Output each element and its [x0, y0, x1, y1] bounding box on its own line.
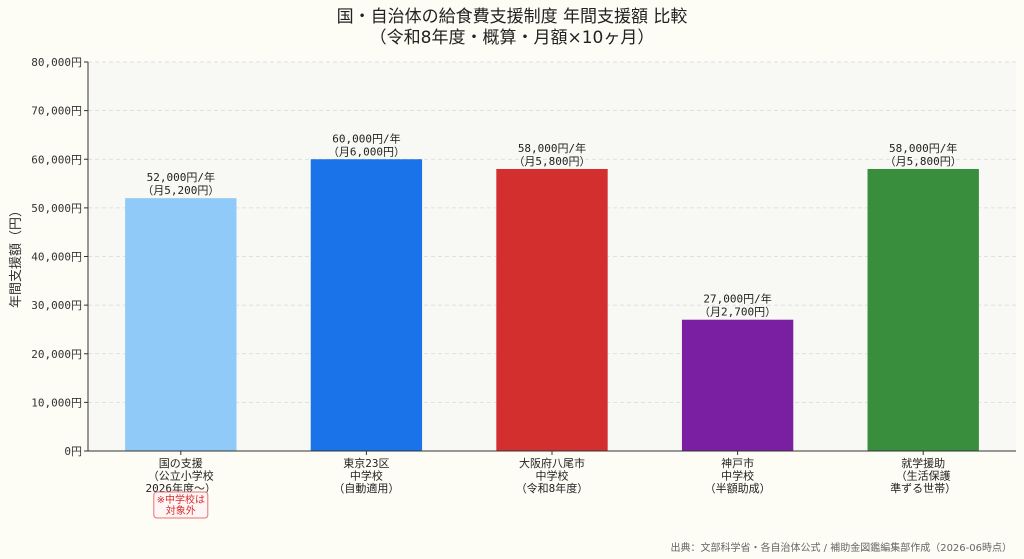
source-note: 出典：文部科学省・各自治体公式 / 補助金図鑑編集部作成（2026-06時点） — [670, 541, 1012, 554]
annotation-text: ※中学校は — [157, 493, 205, 506]
chart-title: 国・自治体の給食費支援制度 年間支援額 比較 — [337, 7, 688, 27]
y-axis-label: 年間支援額（円） — [9, 204, 24, 308]
data-label: 58,000円/年 — [518, 141, 586, 155]
bar — [310, 159, 423, 451]
y-tick-label: 70,000円 — [31, 105, 82, 118]
x-tick-label: 就学援助 — [901, 456, 945, 470]
x-tick-label: 中学校 — [350, 469, 383, 483]
x-tick-label: （公立小学校 — [148, 469, 214, 483]
y-tick-label: 30,000円 — [31, 299, 82, 312]
annotation-box — [153, 491, 209, 519]
bar — [681, 319, 794, 451]
y-tick-label: 20,000円 — [31, 348, 82, 361]
bar — [867, 168, 979, 451]
bar — [125, 198, 237, 451]
y-tick-label: 50,000円 — [31, 202, 82, 215]
x-tick-label: 神戸市 — [721, 456, 754, 470]
y-tick-label: 60,000円 — [31, 153, 82, 166]
data-label: （月6,000円） — [328, 145, 405, 158]
x-tick-label: 中学校 — [536, 469, 569, 483]
data-label: （月5,800円） — [513, 155, 590, 168]
bar — [496, 168, 608, 451]
y-tick-label: 10,000円 — [31, 396, 82, 409]
x-tick-label: （半額助成） — [705, 481, 771, 495]
data-label: 58,000円/年 — [889, 141, 957, 155]
x-tick-label: 中学校 — [721, 469, 754, 483]
x-tick-label: （生活保護 — [896, 469, 951, 483]
y-tick-label: 40,000円 — [31, 251, 82, 264]
data-label: （月5,800円） — [885, 155, 962, 168]
annotation-text: 対象外 — [166, 504, 196, 517]
y-tick-label: 0円 — [64, 445, 82, 458]
x-tick-label: （自動適用） — [333, 481, 399, 495]
data-label: （月5,200円） — [142, 184, 219, 197]
data-label: 60,000円/年 — [332, 131, 400, 145]
data-label: 52,000円/年 — [147, 170, 215, 184]
y-tick-label: 80,000円 — [31, 56, 82, 69]
x-tick-label: 準ずる世帯） — [890, 481, 956, 495]
bars: 52,000円/年（月5,200円） 60,000円/年（月6,000円） 58,0… — [125, 131, 979, 451]
data-label: （月2,700円） — [699, 306, 776, 319]
x-tick-label: （令和8年度） — [516, 481, 589, 495]
x-tick-label: 大阪府八尾市 — [519, 456, 585, 470]
x-tick-label: 東京23区 — [343, 456, 389, 470]
chart-subtitle: （令和8年度・概算・月額×10ヶ月） — [370, 28, 655, 48]
data-label: 27,000円/年 — [703, 292, 771, 306]
x-tick-label: 国の支援 — [159, 456, 203, 470]
axes: 0円 10,000円 20,000円 30,000円 40,000円 50,000円 60,… — [31, 56, 1016, 519]
